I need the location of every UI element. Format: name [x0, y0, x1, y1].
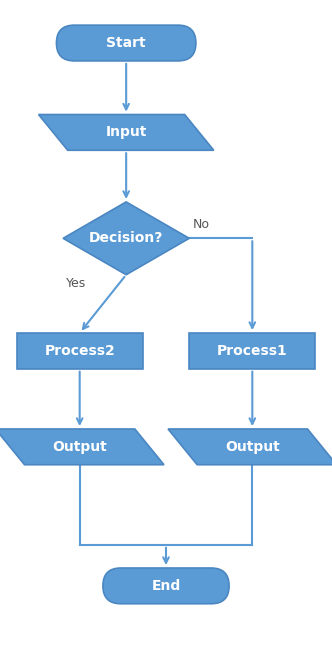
- Polygon shape: [168, 429, 332, 465]
- Polygon shape: [63, 202, 189, 275]
- Text: Input: Input: [106, 125, 147, 140]
- FancyBboxPatch shape: [56, 25, 196, 61]
- Text: Yes: Yes: [66, 277, 87, 290]
- Text: No: No: [193, 218, 209, 232]
- Text: Process2: Process2: [44, 344, 115, 358]
- FancyBboxPatch shape: [189, 333, 315, 369]
- Text: Start: Start: [106, 36, 146, 50]
- Text: Process1: Process1: [217, 344, 288, 358]
- Polygon shape: [0, 429, 164, 465]
- FancyBboxPatch shape: [17, 333, 143, 369]
- Polygon shape: [39, 115, 214, 150]
- Text: Output: Output: [52, 440, 107, 454]
- Text: Decision?: Decision?: [89, 231, 163, 246]
- FancyBboxPatch shape: [103, 568, 229, 604]
- Text: Output: Output: [225, 440, 280, 454]
- Text: End: End: [151, 579, 181, 593]
